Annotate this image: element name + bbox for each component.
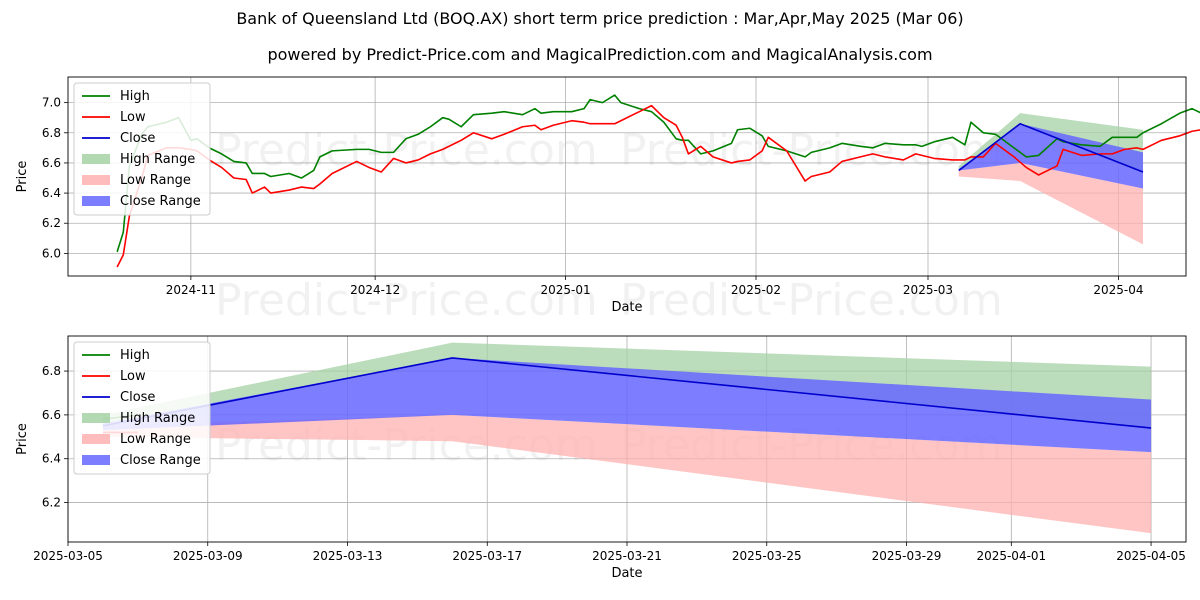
legend-label: Close	[120, 390, 155, 405]
chart-subtitle: powered by Predict-Price.com and Magical…	[267, 45, 933, 64]
x-tick-label: 2024-11	[166, 283, 216, 297]
axes-frame	[67, 335, 1187, 543]
history-chart: 2024-11 2024-12 2025-01 2025-02 2025-03 2025-…	[15, 76, 1200, 315]
x-tick-label: 2025-02	[731, 283, 781, 297]
y-tick-label: 6.2	[42, 216, 61, 230]
legend-swatch	[82, 196, 110, 206]
x-tick-label: 2025-04-05	[1116, 549, 1186, 563]
y-axis-label: Price	[15, 423, 30, 455]
x-tick-label: 2025-03-17	[452, 549, 522, 563]
legend-swatch	[82, 154, 110, 164]
band-high-range	[102, 342, 1152, 429]
series-line-close	[958, 122, 1144, 173]
legend: High Low Close High Range Low Range Close Ran…	[73, 82, 211, 216]
x-tick-label: 2025-04-01	[976, 549, 1046, 563]
y-tick-label: 6.2	[42, 496, 61, 510]
y-axis-label: Price	[15, 161, 30, 193]
y-tick-label: 6.0	[42, 246, 61, 260]
legend-label: Close Range	[120, 194, 201, 209]
x-tick-label: 2025-03	[903, 283, 953, 297]
x-axis-label: Date	[611, 300, 642, 315]
legend-swatch	[82, 413, 110, 423]
x-tick-label: 2025-03-29	[872, 549, 942, 563]
band-high-range	[958, 113, 1143, 172]
legend-swatch	[82, 434, 110, 444]
y-tick-label: 7.0	[42, 96, 61, 110]
x-tick-label: 2025-04	[1093, 283, 1143, 297]
axes-frame	[67, 76, 1187, 277]
legend-label: Close	[120, 131, 155, 146]
band-close-range	[958, 123, 1143, 189]
y-tick-label: 6.8	[42, 126, 61, 140]
y-tick-label: 6.4	[42, 186, 61, 200]
legend-label: Low	[120, 369, 146, 384]
band-low-range	[102, 414, 1152, 534]
legend-label: High	[120, 89, 150, 104]
legend-label: Low Range	[120, 173, 191, 188]
band-low-range	[958, 162, 1143, 245]
x-tick-label: 2024-12	[350, 283, 400, 297]
forecast-chart: 2025-03-05 2025-03-09 2025-03-13 2025-03-17…	[15, 335, 1187, 581]
legend-label: High Range	[120, 411, 195, 426]
y-tick-label: 6.6	[42, 408, 61, 422]
x-tick-label: 2025-03-09	[173, 549, 243, 563]
series-line-low	[116, 104, 1200, 268]
x-tick-label: 2025-03-21	[592, 549, 662, 563]
x-tick-label: 2025-03-25	[732, 549, 802, 563]
x-axis-label: Date	[611, 566, 642, 581]
legend-swatch	[82, 455, 110, 465]
legend-label: High Range	[120, 152, 195, 167]
y-tick-label: 6.6	[42, 156, 61, 170]
x-tick-label: 2025-01	[541, 283, 591, 297]
y-tick-label: 6.4	[42, 452, 61, 466]
x-tick-label: 2025-03-13	[313, 549, 383, 563]
legend-label: Low Range	[120, 432, 191, 447]
y-tick-label: 6.8	[42, 364, 61, 378]
series-line-high	[116, 94, 1200, 253]
legend-label: Low	[120, 110, 146, 125]
legend-swatch	[82, 175, 110, 185]
chart-title: Bank of Queensland Ltd (BOQ.AX) short te…	[236, 9, 964, 28]
legend: High Low Close High Range Low Range Close Ran…	[73, 341, 211, 475]
x-tick-label: 2025-03-05	[33, 549, 103, 563]
band-close-range	[102, 357, 1152, 453]
series-line-close	[102, 357, 1152, 429]
legend-label: Close Range	[120, 453, 201, 468]
legend-label: High	[120, 348, 150, 363]
